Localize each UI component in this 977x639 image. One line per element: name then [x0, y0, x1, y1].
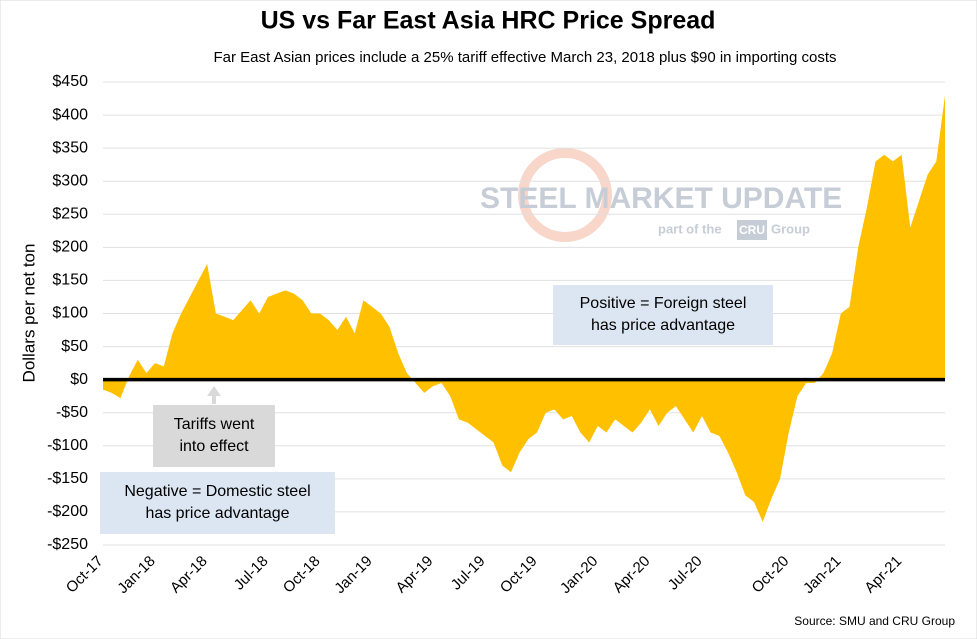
y-tick-label: -$200: [47, 503, 88, 520]
watermark-logo-text: CRU: [739, 223, 765, 237]
y-tick-label: $350: [52, 139, 88, 156]
y-tick-label: $50: [61, 338, 88, 355]
y-tick-label: $150: [52, 272, 88, 289]
watermark-group: Group: [771, 221, 810, 236]
y-tick-label: $400: [52, 106, 88, 123]
y-tick-label: -$250: [47, 536, 88, 553]
y-tick-label: $300: [52, 172, 88, 189]
y-tick-label: -$150: [47, 470, 88, 487]
annotation-text: has price advantage: [145, 505, 289, 522]
area: [103, 95, 945, 522]
annotation-text: Tariffs went: [174, 416, 255, 433]
annotation-text: has price advantage: [591, 317, 735, 334]
y-tick-label: -$100: [47, 437, 88, 454]
y-axis-label: Dollars per net ton: [19, 244, 38, 383]
watermark-tagline: part of the: [658, 221, 722, 236]
watermark: STEEL MARKET UPDATE part of the CRU Grou…: [480, 148, 842, 242]
annotation-box: [100, 472, 335, 534]
y-tick-label: $0: [70, 371, 88, 388]
chart-title: US vs Far East Asia HRC Price Spread: [261, 7, 716, 35]
source-note: Source: SMU and CRU Group: [794, 614, 955, 628]
chart-subtitle: Far East Asian prices include a 25% tari…: [213, 49, 836, 66]
y-tick-label: $450: [52, 73, 88, 90]
y-tick-label: -$50: [56, 404, 88, 421]
watermark-brand: STEEL MARKET UPDATE: [480, 182, 842, 215]
annotation-text: into effect: [179, 438, 249, 455]
watermark-logo-box: [737, 220, 767, 240]
annotation-arrow: [207, 386, 221, 404]
y-tick-label: $200: [52, 239, 88, 256]
grid: [103, 81, 945, 546]
annotation-text: Negative = Domestic steel: [124, 483, 310, 500]
annotation-text: Positive = Foreign steel: [580, 295, 747, 312]
annotation-box: [553, 285, 773, 345]
annotation-box: [153, 405, 275, 467]
y-tick-label: $100: [52, 305, 88, 322]
y-tick-label: $250: [52, 206, 88, 223]
watermark-logo: [518, 148, 612, 242]
